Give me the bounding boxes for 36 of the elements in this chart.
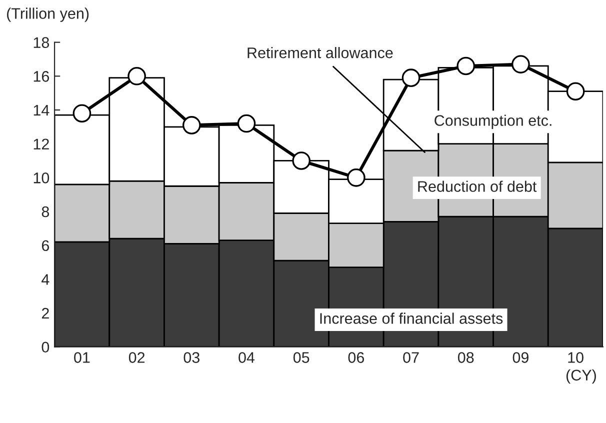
y-tick-label: 18 <box>34 37 50 48</box>
y-tick-label: 8 <box>42 206 50 218</box>
y-tick-label: 12 <box>34 138 49 150</box>
point <box>566 82 585 101</box>
y-tick-label: 14 <box>34 105 50 116</box>
series-label: Retirement allowance <box>248 47 393 58</box>
y-tick-label: 0 <box>42 342 50 353</box>
point <box>237 114 256 133</box>
x-tick-label: 09 <box>512 352 528 363</box>
series-label: Reduction of debt <box>418 180 537 192</box>
y-tick-label: 2 <box>42 308 49 319</box>
point <box>182 116 201 134</box>
x-tick-label: 02 <box>128 352 145 363</box>
series-label: Consumption etc. <box>434 114 552 129</box>
point <box>72 104 92 123</box>
x-tick-label: 04 <box>238 352 255 363</box>
x-tick-label: 07 <box>403 352 419 363</box>
point <box>128 66 146 86</box>
point <box>512 55 530 74</box>
point <box>292 152 310 170</box>
point <box>402 68 420 87</box>
x-tick-label: 06 <box>348 352 364 363</box>
y-tick-label: 6 <box>42 240 50 252</box>
x-tick-label: 05 <box>293 352 310 363</box>
x-axis-title: (CY) <box>566 369 596 384</box>
point <box>347 168 366 187</box>
x-tick-label: 01 <box>74 352 90 363</box>
point <box>456 56 476 76</box>
y-tick-label: 4 <box>42 274 50 285</box>
x-tick-label: 08 <box>458 352 474 363</box>
y-tick-label: 16 <box>34 71 50 82</box>
x-tick-label: 10 <box>568 352 584 363</box>
y-tick-label: 10 <box>34 172 50 184</box>
x-tick-label: 03 <box>184 352 200 363</box>
y-axis-title: (Trillion yen) <box>7 8 89 22</box>
series-label: Increase of financial assets <box>320 312 503 324</box>
